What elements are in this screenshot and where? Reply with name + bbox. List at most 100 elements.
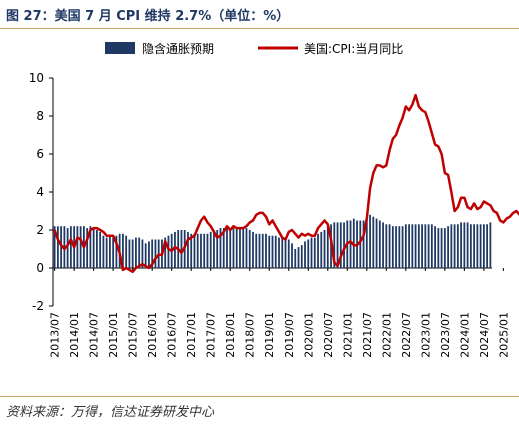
- inflation-expectation-bar: [375, 218, 378, 268]
- inflation-expectation-bar: [213, 230, 215, 268]
- cpi-yoy-line: [53, 93, 519, 274]
- x-tick-label: 2021/01: [341, 312, 354, 358]
- x-tick-label: 2018/07: [244, 312, 257, 358]
- x-tick-label: 2019/07: [283, 312, 296, 358]
- inflation-expectation-bar: [131, 239, 134, 268]
- inflation-expectation-bar: [304, 241, 306, 268]
- inflation-expectation-bar: [281, 237, 284, 268]
- inflation-expectation-bar: [255, 233, 258, 268]
- inflation-expectation-bar: [232, 228, 235, 268]
- x-tick-label: 2020/01: [302, 312, 315, 358]
- inflation-expectation-bar: [242, 228, 245, 268]
- inflation-expectation-bar: [167, 235, 170, 268]
- inflation-expectation-bar: [148, 241, 150, 268]
- inflation-expectation-bar: [229, 228, 232, 268]
- inflation-expectation-bar: [86, 228, 89, 268]
- inflation-expectation-bar: [196, 233, 199, 268]
- inflation-expectation-bar: [122, 233, 124, 268]
- inflation-expectation-bar: [378, 220, 381, 268]
- inflation-expectation-bar: [417, 224, 420, 268]
- inflation-expectation-bar: [102, 235, 105, 268]
- inflation-expectation-bar: [141, 239, 144, 268]
- inflation-expectation-bar: [252, 231, 254, 268]
- inflation-expectation-bar: [291, 243, 293, 268]
- inflation-expectation-bar: [359, 220, 362, 268]
- inflation-expectation-bar: [447, 226, 449, 268]
- inflation-expectation-bar: [469, 224, 472, 268]
- inflation-expectation-bar: [92, 228, 95, 268]
- inflation-expectation-bar: [53, 226, 56, 268]
- x-tick-label: 2022/07: [400, 312, 413, 358]
- inflation-expectation-bar: [219, 228, 222, 268]
- inflation-expectation-bar: [203, 233, 206, 268]
- inflation-expectation-bar: [473, 224, 476, 268]
- inflation-expectation-bar: [164, 237, 167, 268]
- inflation-expectation-bar: [294, 249, 297, 268]
- inflation-expectation-bar: [258, 233, 261, 268]
- x-tick-label: 2019/01: [263, 312, 276, 358]
- inflation-expectation-bar: [385, 224, 388, 268]
- inflation-expectation-bar: [271, 235, 274, 268]
- inflation-expectation-bar: [437, 228, 440, 268]
- inflation-expectation-bar: [278, 237, 280, 268]
- x-tick-label: 2023/01: [419, 312, 432, 358]
- inflation-expectation-bar: [235, 228, 238, 268]
- x-tick-label: 2024/01: [458, 312, 471, 358]
- inflation-expectation-bar: [135, 237, 137, 268]
- inflation-expectation-bar: [489, 222, 492, 268]
- inflation-expectation-bar: [144, 243, 147, 268]
- x-axis: 2013/07 2014/01 2014/07 2015/01 2015/07 2016/…: [49, 267, 519, 358]
- inflation-expectation-bar: [105, 237, 108, 268]
- inflation-expectation-bar: [187, 231, 189, 268]
- inflation-expectation-bar: [216, 230, 219, 268]
- inflation-expectation-bar: [89, 226, 92, 268]
- title-divider: [0, 28, 519, 29]
- inflation-expectation-bar: [336, 222, 339, 268]
- x-tick-label: 2018/01: [224, 312, 237, 358]
- x-tick-label: 2022/01: [380, 312, 393, 358]
- inflation-expectation-bar: [200, 233, 202, 268]
- inflation-expectation-bar: [479, 224, 482, 268]
- inflation-expectation-bar: [109, 235, 111, 268]
- inflation-expectation-bar: [115, 235, 118, 268]
- x-tick-label: 2015/07: [127, 312, 140, 358]
- inflation-expectation-bar: [365, 218, 368, 268]
- y-tick-label: 4: [36, 185, 44, 199]
- legend-bar-swatch: [105, 42, 135, 54]
- inflation-expectation-bar: [154, 239, 157, 268]
- y-tick-label: 8: [36, 109, 44, 123]
- inflation-expectation-bar: [274, 235, 277, 268]
- legend: 隐含通胀预期 美国:CPI:当月同比: [105, 41, 403, 56]
- inflation-expectation-bar: [239, 228, 241, 268]
- figure-title: 图 27：美国 7 月 CPI 维持 2.7%（单位：%）: [6, 9, 290, 24]
- inflation-expectation-bar: [456, 224, 459, 268]
- y-axis: -2 0 2 4 6 8 10: [29, 71, 54, 313]
- inflation-expectation-bar: [317, 233, 319, 268]
- inflation-expectation-bar: [372, 216, 375, 268]
- inflation-expectation-bar: [343, 222, 345, 268]
- y-tick-label: 2: [36, 223, 44, 237]
- x-tick-label: 2025/07: [517, 312, 519, 358]
- inflation-expectation-bar: [427, 224, 430, 268]
- source-note: 资料来源：万得，信达证券研发中心: [6, 405, 215, 420]
- cpi-yoy-line-group: [53, 93, 519, 274]
- inflation-expectation-bar: [206, 233, 209, 268]
- inflation-expectation-bar: [138, 237, 141, 268]
- inflation-expectation-bar: [297, 247, 300, 268]
- inflation-expectation-bar: [313, 237, 316, 268]
- inflation-expectation-bar: [265, 233, 267, 268]
- inflation-expectation-bar: [151, 239, 154, 268]
- inflation-expectation-bar: [125, 235, 128, 268]
- inflation-expectation-bar: [112, 237, 115, 268]
- inflation-expectation-bar: [261, 233, 264, 268]
- inflation-expectation-bar: [453, 224, 456, 268]
- inflation-expectation-bar: [404, 224, 407, 268]
- inflation-expectation-bar: [424, 224, 427, 268]
- x-tick-label: 2013/07: [49, 312, 62, 358]
- inflation-expectation-bar: [99, 231, 102, 268]
- y-tick-label: 10: [29, 71, 44, 85]
- inflation-expectation-bar: [69, 226, 72, 268]
- inflation-expectation-bar: [284, 237, 287, 268]
- inflation-expectation-bar: [190, 233, 193, 268]
- inflation-expectation-bar: [96, 230, 98, 268]
